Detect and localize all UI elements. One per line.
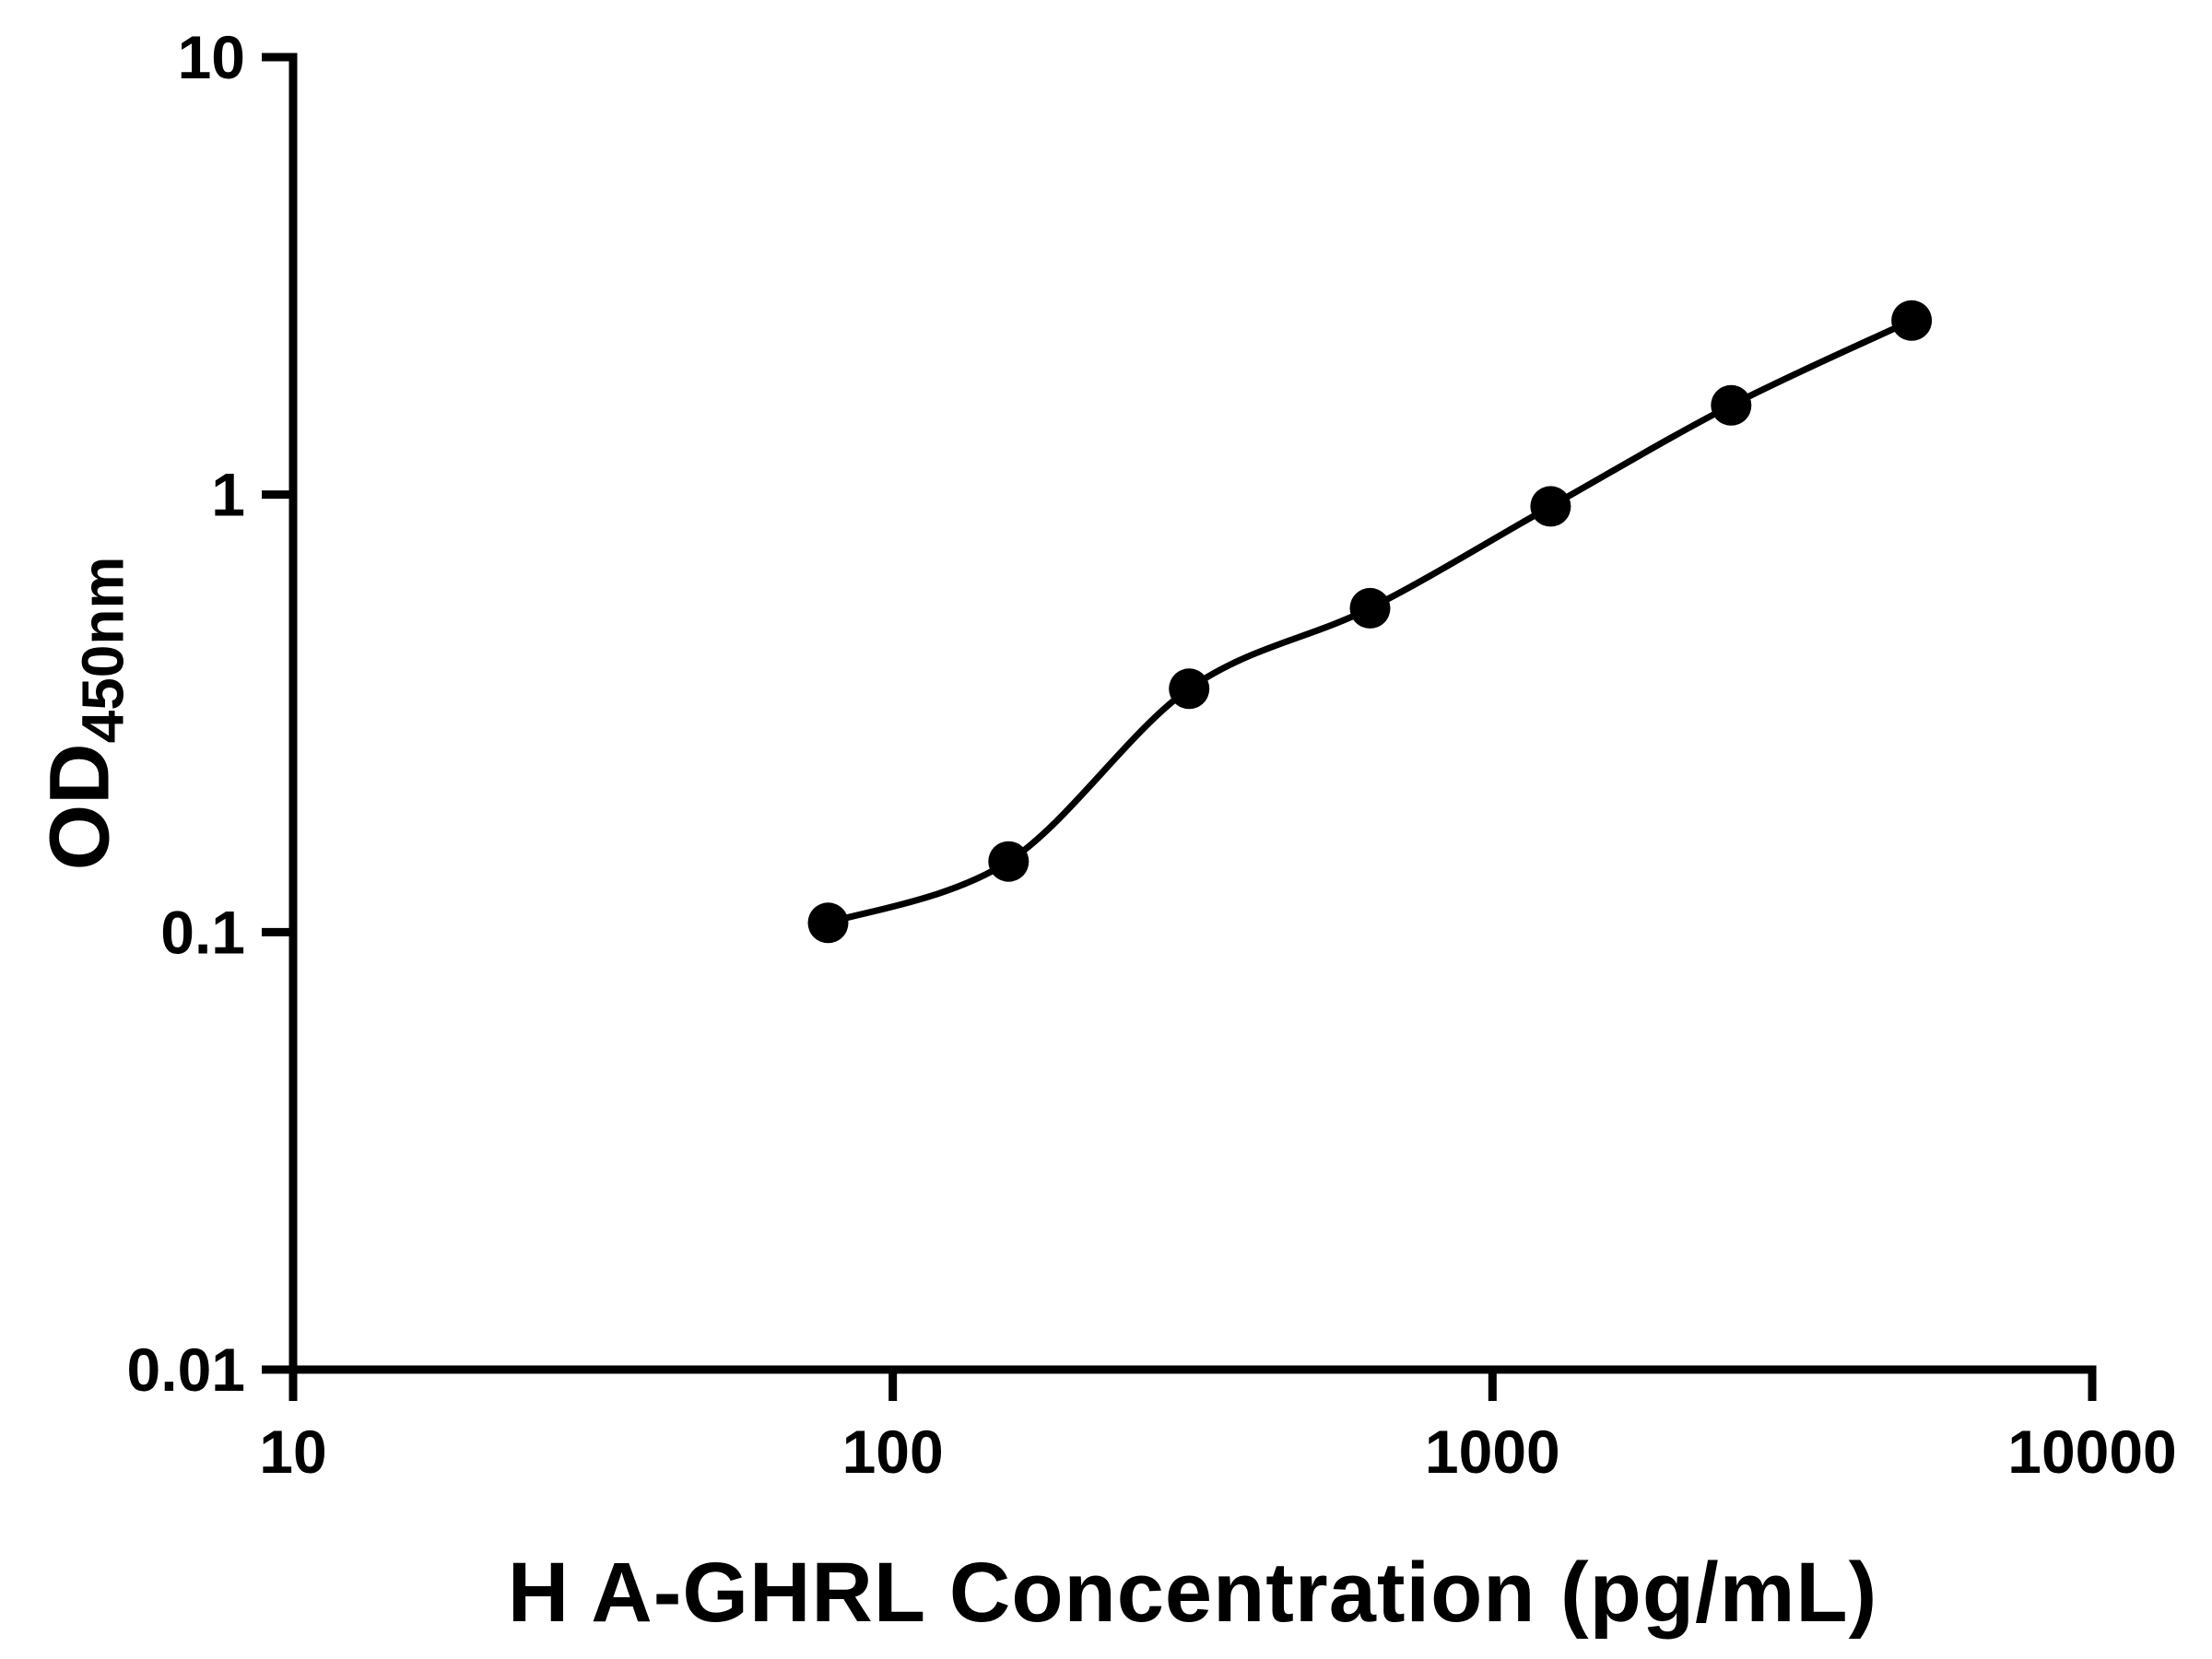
y-axis-label-main: OD bbox=[32, 743, 127, 871]
x-tick-label-0: 10 bbox=[259, 1418, 326, 1486]
data-point-3 bbox=[1349, 587, 1391, 629]
x-tick-label-1: 100 bbox=[842, 1418, 944, 1486]
data-point-2 bbox=[1169, 668, 1210, 710]
y-axis-label-subscript: 450nm bbox=[69, 556, 136, 744]
data-point-4 bbox=[1530, 486, 1571, 527]
x-tick-label-2: 1000 bbox=[1425, 1418, 1560, 1486]
y-tick-label-2: 1 bbox=[211, 461, 245, 529]
y-tick-label-3: 10 bbox=[178, 23, 245, 91]
y-tick-label-0: 0.01 bbox=[127, 1335, 245, 1404]
data-point-0 bbox=[807, 902, 849, 944]
y-axis-label: OD450nm bbox=[33, 556, 136, 871]
x-tick-label-3: 10000 bbox=[2007, 1418, 2177, 1486]
axes bbox=[288, 53, 2097, 1374]
y-tick-label-1: 0.1 bbox=[160, 898, 245, 966]
data-point-6 bbox=[1891, 300, 1933, 341]
data-point-5 bbox=[1711, 384, 1752, 426]
data-point-1 bbox=[988, 841, 1030, 882]
x-axis-label: H A-GHRL Concentration (pg/mL) bbox=[507, 1546, 1878, 1640]
